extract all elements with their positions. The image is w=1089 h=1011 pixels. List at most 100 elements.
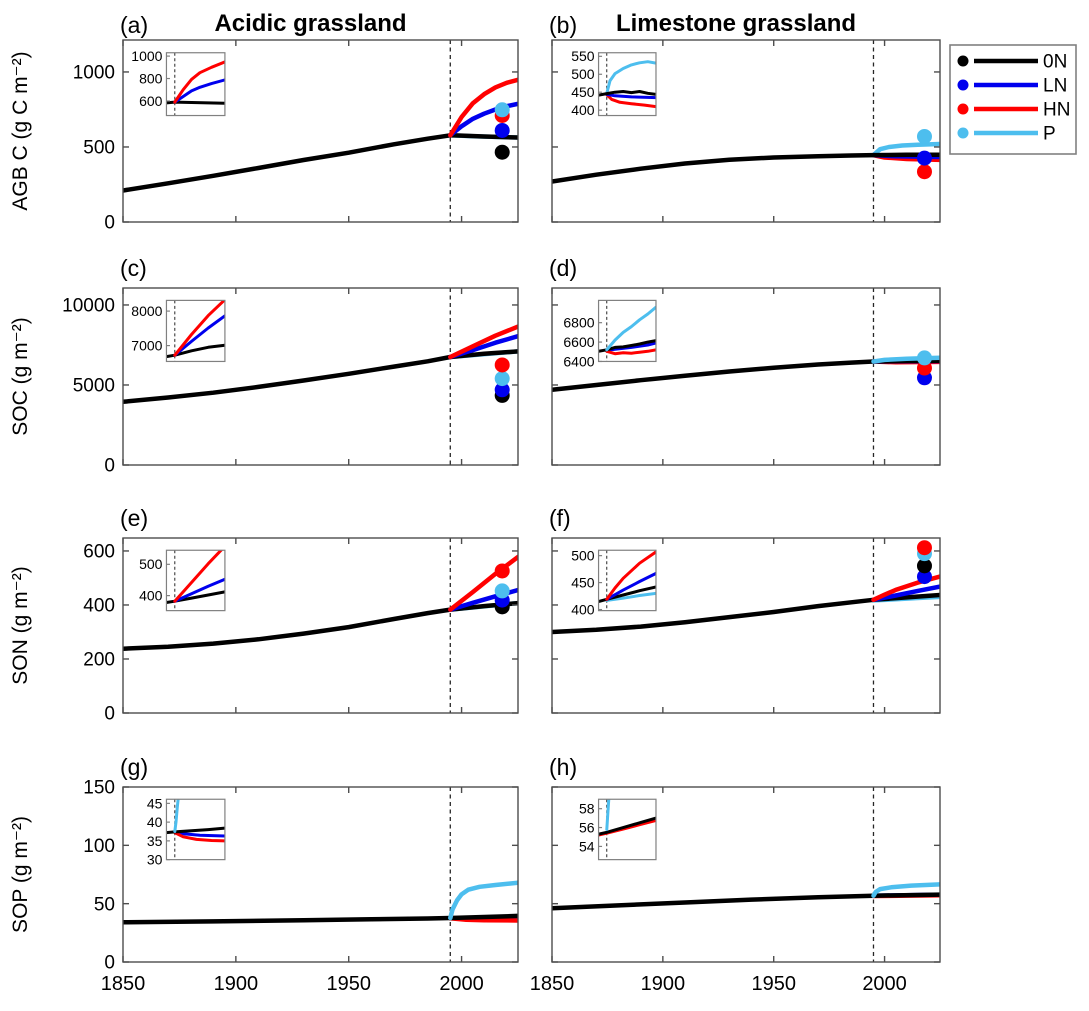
panel-e-series-0N [123, 600, 518, 651]
panel-h-series-0N [552, 892, 940, 911]
panel-a-obs-dot-LN [494, 122, 510, 138]
panel-d-inset-series-P [605, 305, 656, 352]
panel-c-inset-series-HN [173, 300, 225, 357]
panel-h-series-P [871, 882, 940, 898]
panel-e-y-tick-label: 400 [83, 596, 115, 617]
panel-g-y-axis-label: SOP (g m⁻²) [9, 816, 32, 933]
panel-b-inset-series-HN [605, 93, 656, 109]
panel-h-inset-series-0N [598, 816, 656, 836]
panel-h-axes-box [551, 786, 941, 963]
panel-b-inset-box [597, 52, 657, 117]
panel-d-inset-tick-label: 6600 [563, 334, 594, 350]
legend-label-LN: LN [1043, 76, 1067, 97]
legend-dot-P [957, 127, 969, 139]
panel-d-series-0N [552, 358, 940, 393]
panel-h-x-tick-label: 1900 [641, 973, 686, 995]
panel-g-inset-tick-label: 45 [147, 795, 163, 811]
panel-c-y-tick-label: 0 [104, 456, 115, 477]
panel-g-inset-series-HN [173, 831, 225, 843]
panel-c-inset-tick-label: 7000 [131, 337, 162, 353]
panel-f-inset-tick-label: 500 [571, 548, 595, 564]
panel-c-inset-box [165, 299, 226, 363]
legend-dot-HN [957, 103, 969, 115]
panel-f-series-LN [871, 584, 940, 603]
panel-a-y-tick-label: 0 [104, 213, 115, 234]
panel-d-axes-box [551, 287, 941, 466]
panel-g-y-tick-label: 50 [94, 894, 115, 915]
panel-a-letter: (a) [120, 12, 148, 38]
panel-d-inset-tick-label: 6400 [563, 353, 594, 369]
panel-h-x-tick-label: 2000 [862, 973, 907, 995]
panel-c-letter: (c) [120, 255, 147, 281]
panel-a-y-tick-label: 1000 [73, 63, 115, 84]
panel-f-obs-dot-HN [916, 540, 932, 556]
legend-dot-0N [957, 55, 969, 67]
panel-c-obs-dot-LN [494, 382, 510, 398]
panel-g-series-0N [123, 913, 518, 925]
panel-b-title: Limestone grassland [616, 10, 856, 37]
panel-d-inset-tick-label: 6800 [563, 315, 594, 331]
panel-c-obs-dot-P [494, 371, 510, 387]
panel-b-series-0N [552, 152, 940, 184]
panel-c-y-axis-label: SOC (g m⁻²) [9, 317, 32, 435]
panel-f-inset-tick-label: 450 [571, 574, 595, 590]
panel-f-obs-dot-LN [916, 569, 932, 585]
panel-c-inset-series-0N [166, 343, 225, 359]
panel-a-inset-tick-label: 600 [139, 93, 163, 109]
panel-h-inset-box [597, 798, 657, 861]
panel-h-inset-tick-label: 58 [579, 801, 595, 817]
panel-g-inset-series-P [173, 799, 180, 833]
panel-h-x-tick-label: 1950 [751, 973, 796, 995]
panel-e-inset-box [165, 549, 226, 612]
panel-e-letter: (e) [120, 505, 148, 531]
panel-a-axes-box [122, 39, 519, 223]
panel-e-y-tick-label: 600 [83, 542, 115, 563]
panel-g-inset-box [165, 798, 226, 861]
legend-label-P: P [1043, 124, 1056, 145]
panel-b-obs-dot-HN [916, 164, 932, 180]
panel-a-inset-box [165, 52, 226, 117]
panel-g-y-tick-label: 100 [83, 836, 115, 857]
panel-h-inset-series-P [605, 799, 611, 831]
panel-c-inset-series-LN [173, 314, 225, 357]
panel-g-x-tick-label: 1850 [101, 973, 146, 995]
panel-a-title: Acidic grassland [214, 10, 406, 37]
panel-e-obs-dot-HN [494, 563, 510, 579]
panel-g-x-tick-label: 1950 [326, 973, 371, 995]
panel-a-inset-series-LN [173, 78, 225, 104]
panel-c-axes-box [122, 287, 519, 466]
panel-b-inset-tick-label: 500 [571, 66, 595, 82]
panel-a-inset-series-HN [173, 60, 225, 104]
panel-a-obs-dot-P [494, 102, 510, 118]
panel-f-letter: (f) [549, 505, 571, 531]
panel-g-x-tick-label: 1900 [214, 973, 259, 995]
panel-h-letter: (h) [549, 754, 577, 780]
panel-e-obs-dot-P [494, 583, 510, 599]
panel-e-inset-series-0N [166, 590, 225, 604]
legend-label-0N: 0N [1043, 52, 1067, 73]
panel-d-inset-box [597, 299, 657, 363]
panel-b-obs-dot-P [916, 128, 932, 144]
panel-c-y-tick-label: 5000 [73, 376, 115, 397]
panel-b-axes-box [551, 39, 941, 223]
panel-b-obs-dot-LN [916, 150, 932, 166]
panel-e-y-axis-label: SON (g m⁻²) [9, 566, 32, 684]
panel-h-inset-tick-label: 54 [579, 838, 595, 854]
panel-e-inset-series-LN [173, 577, 225, 603]
panel-a-y-tick-label: 500 [83, 138, 115, 159]
panel-b-series-P [871, 141, 940, 158]
panel-a-series-HN [448, 77, 518, 138]
panel-d-letter: (d) [549, 255, 577, 281]
panel-e-inset-tick-label: 400 [139, 588, 163, 604]
panel-h-x-tick-label: 1850 [530, 973, 575, 995]
panel-g-inset-tick-label: 40 [147, 814, 163, 830]
panel-f-axes-box [551, 537, 941, 714]
panel-a-inset-tick-label: 1000 [131, 48, 162, 64]
panel-b-inset-tick-label: 450 [571, 84, 595, 100]
panel-g-series-P [448, 880, 518, 921]
panel-c-y-tick-label: 10000 [62, 296, 115, 317]
panel-b-inset-tick-label: 400 [571, 102, 595, 118]
panel-a-inset-tick-label: 800 [139, 70, 163, 86]
panel-e-y-tick-label: 200 [83, 650, 115, 671]
